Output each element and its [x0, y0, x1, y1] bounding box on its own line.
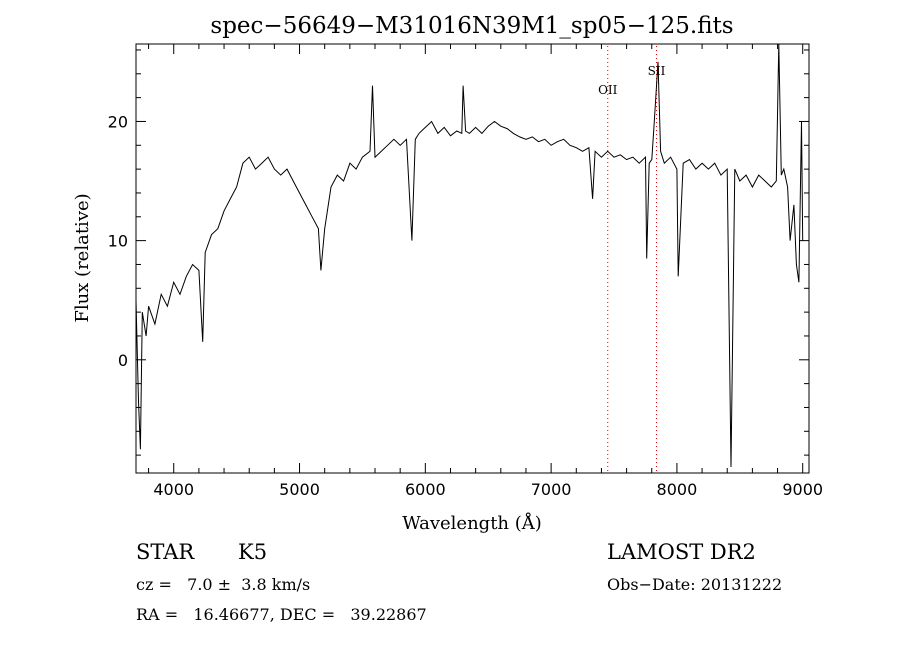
plot-frame — [135, 43, 810, 474]
y-tick-label: 20 — [108, 112, 128, 131]
x-axis-label: Wavelength (Å) — [402, 512, 542, 534]
plot-area: 4000 5000 6000 7000 8000 9000 0 10 20 OII SII — [108, 43, 823, 499]
x-tick-label: 6000 — [405, 480, 446, 499]
emission-line-markers: OII SII — [598, 46, 666, 471]
y-tick-label: 10 — [108, 232, 128, 251]
chart-title: spec−56649−M31016N39M1_sp05−125.fits — [210, 13, 733, 39]
spectrum-line — [135, 43, 804, 468]
x-tick-label: 7000 — [531, 480, 572, 499]
object-class: STAR — [136, 540, 195, 564]
object-subclass: K5 — [238, 540, 267, 564]
x-tick-label: 5000 — [279, 480, 320, 499]
redshift-value: cz = 7.0 ± 3.8 km/s — [136, 575, 310, 594]
sky-coordinates: RA = 16.46677, DEC = 39.22867 — [136, 605, 427, 624]
x-tick-label: 9000 — [782, 480, 823, 499]
x-tick-label: 4000 — [153, 480, 194, 499]
axis-tick-labels: 4000 5000 6000 7000 8000 9000 0 10 20 — [108, 112, 823, 499]
survey-name: LAMOST DR2 — [607, 540, 756, 564]
x-tick-label: 8000 — [657, 480, 698, 499]
axis-ticks — [136, 44, 809, 473]
y-axis-label: Flux (relative) — [72, 193, 93, 322]
y-tick-label: 0 — [118, 351, 128, 370]
spectrum-info: STAR K5 LAMOST DR2 cz = 7.0 ± 3.8 km/s O… — [136, 540, 782, 624]
line-marker-label: SII — [648, 64, 666, 78]
line-marker-label: OII — [598, 83, 618, 97]
observation-date: Obs−Date: 20131222 — [607, 575, 782, 594]
